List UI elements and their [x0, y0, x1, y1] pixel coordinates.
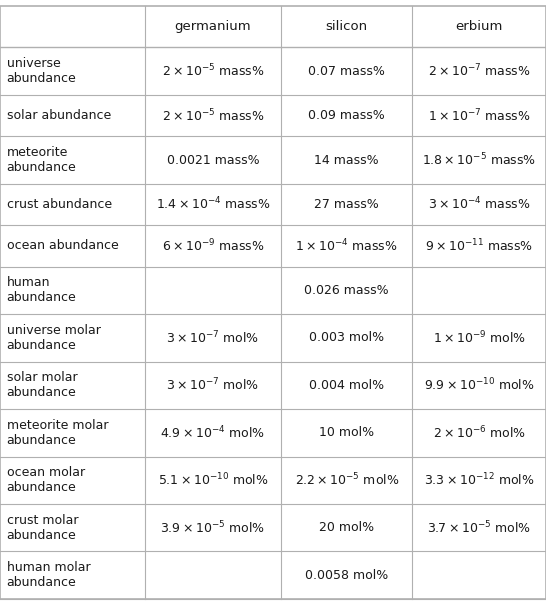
Text: 0.0058 mol%: 0.0058 mol%: [305, 569, 388, 582]
Text: 0.026 mass%: 0.026 mass%: [305, 284, 389, 297]
Text: 27 mass%: 27 mass%: [314, 198, 379, 211]
Text: ocean abundance: ocean abundance: [7, 240, 118, 252]
Text: $1\times10^{-4}$ mass%: $1\times10^{-4}$ mass%: [295, 238, 398, 254]
Text: ocean molar
abundance: ocean molar abundance: [7, 466, 85, 494]
Text: $3.3\times10^{-12}$ mol%: $3.3\times10^{-12}$ mol%: [424, 472, 535, 489]
Text: 0.003 mol%: 0.003 mol%: [309, 332, 384, 344]
Text: $1.4\times10^{-4}$ mass%: $1.4\times10^{-4}$ mass%: [156, 196, 270, 213]
Text: $1\times10^{-7}$ mass%: $1\times10^{-7}$ mass%: [428, 107, 531, 124]
Text: meteorite molar
abundance: meteorite molar abundance: [7, 419, 108, 446]
Text: human molar
abundance: human molar abundance: [7, 561, 90, 589]
Text: $5.1\times10^{-10}$ mol%: $5.1\times10^{-10}$ mol%: [158, 472, 268, 489]
Text: $1\times10^{-9}$ mol%: $1\times10^{-9}$ mol%: [432, 330, 526, 346]
Text: $2\times10^{-6}$ mol%: $2\times10^{-6}$ mol%: [432, 425, 526, 441]
Text: universe
abundance: universe abundance: [7, 57, 76, 85]
Text: $2.2\times10^{-5}$ mol%: $2.2\times10^{-5}$ mol%: [294, 472, 399, 489]
Text: $3\times10^{-7}$ mol%: $3\times10^{-7}$ mol%: [167, 330, 259, 346]
Text: solar abundance: solar abundance: [7, 109, 111, 122]
Text: 0.0021 mass%: 0.0021 mass%: [167, 154, 259, 166]
Text: $9\times10^{-11}$ mass%: $9\times10^{-11}$ mass%: [425, 238, 533, 254]
Text: $2\times10^{-5}$ mass%: $2\times10^{-5}$ mass%: [162, 63, 264, 79]
Text: $1.8\times10^{-5}$ mass%: $1.8\times10^{-5}$ mass%: [422, 152, 536, 168]
Text: $3.9\times10^{-5}$ mol%: $3.9\times10^{-5}$ mol%: [161, 520, 265, 536]
Text: $6\times10^{-9}$ mass%: $6\times10^{-9}$ mass%: [162, 238, 264, 254]
Text: $2\times10^{-7}$ mass%: $2\times10^{-7}$ mass%: [428, 63, 531, 79]
Text: erbium: erbium: [455, 20, 503, 33]
Text: meteorite
abundance: meteorite abundance: [7, 146, 76, 174]
Text: 10 mol%: 10 mol%: [319, 427, 374, 439]
Text: 0.07 mass%: 0.07 mass%: [308, 65, 385, 77]
Text: $9.9\times10^{-10}$ mol%: $9.9\times10^{-10}$ mol%: [424, 377, 535, 394]
Text: $3\times10^{-4}$ mass%: $3\times10^{-4}$ mass%: [428, 196, 531, 213]
Text: crust molar
abundance: crust molar abundance: [7, 514, 78, 541]
Text: human
abundance: human abundance: [7, 276, 76, 304]
Text: 14 mass%: 14 mass%: [314, 154, 379, 166]
Text: solar molar
abundance: solar molar abundance: [7, 371, 77, 399]
Text: $2\times10^{-5}$ mass%: $2\times10^{-5}$ mass%: [162, 107, 264, 124]
Text: $3.7\times10^{-5}$ mol%: $3.7\times10^{-5}$ mol%: [427, 520, 531, 536]
Text: $4.9\times10^{-4}$ mol%: $4.9\times10^{-4}$ mol%: [161, 425, 265, 441]
Text: 0.09 mass%: 0.09 mass%: [308, 109, 385, 122]
Text: germanium: germanium: [175, 20, 251, 33]
Text: crust abundance: crust abundance: [7, 198, 112, 211]
Text: silicon: silicon: [325, 20, 368, 33]
Text: universe molar
abundance: universe molar abundance: [7, 324, 100, 352]
Text: 0.004 mol%: 0.004 mol%: [309, 379, 384, 392]
Text: 20 mol%: 20 mol%: [319, 522, 374, 534]
Text: $3\times10^{-7}$ mol%: $3\times10^{-7}$ mol%: [167, 377, 259, 394]
